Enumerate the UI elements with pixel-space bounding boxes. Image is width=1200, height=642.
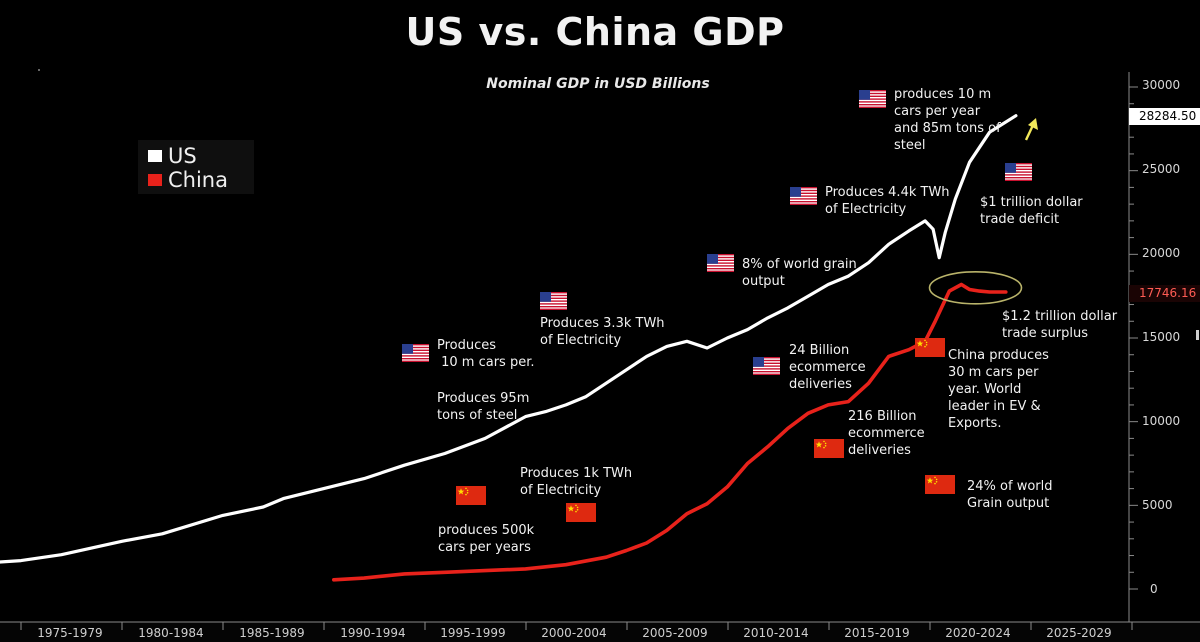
annotation-line: $1.2 trillion dollar — [1002, 309, 1118, 324]
us-flag-icon — [790, 187, 817, 205]
x-tick-label: 2015-2019 — [844, 626, 910, 640]
annotation-line: deliveries — [789, 377, 852, 392]
annotation-line: Produces — [437, 338, 497, 353]
annotation-us-electricity-3k: Produces 3.3k TWh of Electricity — [540, 315, 665, 349]
legend: US China — [138, 140, 254, 194]
china-peak-highlight-ellipse — [928, 270, 1023, 305]
annotation-line: leader in EV & — [948, 399, 1041, 414]
annotation-us-electricity-4k: Produces 4.4k TWh of Electricity — [825, 184, 950, 218]
annotation-us-trade-deficit: $1 trillion dollar trade deficit — [980, 194, 1083, 228]
x-tick-label: 2005-2009 — [642, 626, 708, 640]
annotation-line: $1 trillion dollar — [980, 195, 1083, 210]
annotation-line: trade deficit — [980, 212, 1060, 227]
china-flag-icon — [814, 439, 844, 458]
x-tick-label: 1995-1999 — [440, 626, 506, 640]
legend-item-china: China — [148, 168, 228, 192]
x-tick-label: 2020-2024 — [945, 626, 1011, 640]
annotation-line: Produces 95m — [437, 391, 530, 406]
us-flag-icon — [859, 90, 886, 108]
legend-label-us: US — [168, 144, 197, 168]
annotation-line: Produces 1k TWh — [520, 466, 633, 481]
series-line-us — [0, 114, 1018, 564]
annotation-line: 10 m cars per. — [437, 355, 535, 370]
us-flag-icon — [707, 254, 734, 272]
x-tick-label: 1980-1984 — [138, 626, 204, 640]
annotation-line: trade surplus — [1002, 326, 1089, 341]
annotation-line: 24 Billion — [789, 343, 850, 358]
annotation-line: Produces 3.3k TWh — [540, 316, 665, 331]
annotation-line: output — [742, 274, 785, 289]
x-tick-label: 1990-1994 — [340, 626, 406, 640]
chart-subtitle: Nominal GDP in USD Billions — [486, 76, 710, 92]
annotation-line: China produces — [948, 348, 1049, 363]
y-tick-label: 20000 — [1142, 246, 1181, 260]
legend-item-us: US — [148, 144, 197, 168]
annotation-line: of Electricity — [825, 202, 907, 217]
china-flag-icon — [456, 486, 486, 505]
annotation-line: Exports. — [948, 416, 1002, 431]
series-line-china — [332, 282, 1008, 582]
annotation-line: year. World — [948, 382, 1022, 397]
us-flag-icon — [1005, 163, 1032, 181]
annotation-line: cars per years — [438, 540, 531, 555]
annotation-line: ecommerce — [789, 360, 866, 375]
annotation-line: 8% of world grain — [742, 257, 857, 272]
china-flag-icon — [566, 503, 596, 522]
x-tick-label: 1985-1989 — [239, 626, 305, 640]
legend-label-china: China — [168, 168, 228, 192]
annotation-line: ecommerce — [848, 426, 925, 441]
annotation-line: cars per year — [894, 104, 981, 119]
x-tick-label: 2010-2014 — [743, 626, 809, 640]
us-flag-icon — [540, 292, 567, 310]
us-flag-icon — [753, 357, 780, 375]
annotation-china-ecommerce: 216 Billion ecommerce deliveries — [848, 408, 925, 459]
annotation-china-electricity: Produces 1k TWh of Electricity — [520, 465, 632, 499]
china-flag-icon — [925, 475, 955, 494]
y-tick-label: 25000 — [1142, 162, 1181, 176]
annotation-us-cars-steel-top: produces 10 m cars per year and 85m tons… — [894, 86, 1001, 154]
x-axis-band — [0, 622, 1200, 642]
y-tick-label: 5000 — [1142, 498, 1173, 512]
y-tick-label: 30000 — [1142, 78, 1181, 92]
us-last-value-callout: 28284.50 — [1129, 108, 1200, 125]
annotation-line: of Electricity — [520, 483, 602, 498]
annotation-line: produces 500k — [438, 523, 535, 538]
speck — [38, 69, 40, 71]
annotation-china-grain: 24% of world Grain output — [967, 478, 1052, 512]
annotation-line: 216 Billion — [848, 409, 917, 424]
x-tick-label: 2000-2004 — [541, 626, 607, 640]
y-tick-label: 10000 — [1142, 414, 1181, 428]
annotation-us-ecommerce: 24 Billion ecommerce deliveries — [789, 342, 866, 393]
chart-title: US vs. China GDP — [405, 10, 785, 54]
annotation-us-steel: Produces 95m tons of steel — [437, 390, 529, 424]
us-flag-icon — [402, 344, 429, 362]
y-tick-label: 0 — [1150, 582, 1158, 596]
y-tick-label: 15000 — [1142, 330, 1181, 344]
annotation-china-cars-500k: produces 500k cars per years — [438, 522, 534, 556]
annotation-china-trade-surplus: $1.2 trillion dollar trade surplus — [1002, 308, 1117, 342]
annotation-line: of Electricity — [540, 333, 622, 348]
x-tick-label: 2025-2029 — [1046, 626, 1112, 640]
china-flag-icon — [915, 338, 945, 357]
x-tick-label: 1975-1979 — [37, 626, 103, 640]
annotation-line: 24% of world — [967, 479, 1053, 494]
annotation-line: deliveries — [848, 443, 911, 458]
annotation-line: 30 m cars per — [948, 365, 1039, 380]
annotation-line: Produces 4.4k TWh — [825, 185, 950, 200]
annotation-us-cars: Produces 10 m cars per. — [437, 337, 535, 371]
china-last-value-callout: 17746.16 — [1129, 285, 1200, 302]
annotation-line: produces 10 m — [894, 87, 992, 102]
annotation-line: Grain output — [967, 496, 1050, 511]
annotation-line: tons of steel — [437, 408, 518, 423]
annotation-china-cars-ev: China produces 30 m cars per year. World… — [948, 347, 1049, 432]
annotation-us-grain: 8% of world grain output — [742, 256, 857, 290]
annotation-line: steel — [894, 138, 926, 153]
legend-swatch-china — [148, 174, 162, 186]
annotation-line: and 85m tons of — [894, 121, 1001, 136]
legend-swatch-us — [148, 150, 162, 162]
edge-marker — [1196, 330, 1199, 340]
up-arrow-icon — [1028, 118, 1038, 130]
